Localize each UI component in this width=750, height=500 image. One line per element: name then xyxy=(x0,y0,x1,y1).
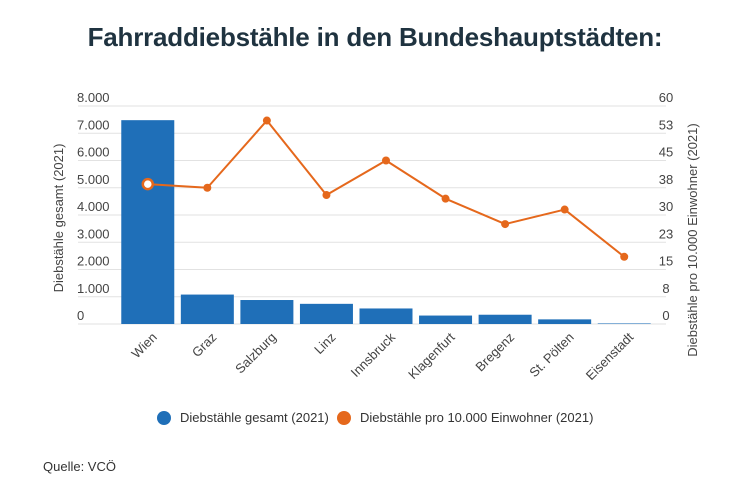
bar-graz xyxy=(180,294,234,324)
right-axis-label: Diebstähle pro 10.000 Einwohner (2021) xyxy=(685,123,700,356)
legend-bar-label: Diebstähle gesamt (2021) xyxy=(180,410,329,425)
right-tick-label: 23 xyxy=(659,226,673,241)
line-point xyxy=(322,191,331,200)
bar-linz xyxy=(299,303,353,324)
x-tick-label: Wien xyxy=(128,330,160,362)
line-point xyxy=(441,194,450,203)
bar-salzburg xyxy=(240,300,294,324)
legend-bar-marker xyxy=(157,411,171,425)
bar-bregenz xyxy=(478,314,532,324)
line-point xyxy=(262,116,271,125)
bar-wien xyxy=(121,120,175,324)
right-tick-label: 0 xyxy=(662,308,669,323)
right-tick-label: 60 xyxy=(659,90,673,105)
left-tick-label: 6.000 xyxy=(77,145,110,160)
legend-line-marker xyxy=(337,411,351,425)
line-point xyxy=(501,220,510,229)
bar-st-p-lten xyxy=(538,319,592,324)
x-tick-label: Klagenfurt xyxy=(405,329,458,382)
x-tick-label: Graz xyxy=(189,330,220,361)
x-tick-label: St. Pölten xyxy=(526,330,576,380)
left-tick-label: 0 xyxy=(77,308,84,323)
line-point xyxy=(382,156,390,165)
line-series xyxy=(141,116,629,261)
right-tick-label: 30 xyxy=(659,199,673,214)
source-note: Quelle: VCÖ xyxy=(43,459,116,474)
left-tick-label: 8.000 xyxy=(77,90,110,105)
left-tick-label: 4.000 xyxy=(77,199,110,214)
left-axis-label: Diebstähle gesamt (2021) xyxy=(51,144,66,293)
x-tick-label: Salzburg xyxy=(232,330,279,377)
bar-series xyxy=(121,120,651,324)
right-tick-label: 15 xyxy=(659,254,673,269)
right-tick-label: 38 xyxy=(659,172,673,187)
legend: Diebstähle gesamt (2021) Diebstähle pro … xyxy=(157,410,593,425)
left-tick-label: 3.000 xyxy=(77,226,110,241)
bar-klagenfurt xyxy=(419,315,473,324)
chart-title: Fahrraddiebstähle in den Bundeshauptstäd… xyxy=(87,22,663,52)
right-tick-label: 8 xyxy=(662,281,669,296)
x-tick-label: Eisenstadt xyxy=(583,329,637,383)
line-path xyxy=(147,119,625,258)
line-point xyxy=(203,183,212,192)
line-point xyxy=(141,177,155,191)
left-tick-label: 2.000 xyxy=(77,254,110,269)
x-tick-label: Linz xyxy=(311,330,338,357)
left-tick-label: 7.000 xyxy=(77,117,110,132)
left-tick-label: 5.000 xyxy=(77,172,110,187)
x-axis-labels: Wien Graz Salzburg Linz Innsbruck Klagenfurt B… xyxy=(128,329,636,383)
gridlines xyxy=(78,105,666,325)
line-point xyxy=(620,252,629,261)
left-axis-ticks: 0 1.000 2.000 3.000 4.000 5.000 6.000 7.000 8.00… xyxy=(77,90,110,323)
legend-line-label: Diebstähle pro 10.000 Einwohner (2021) xyxy=(360,410,593,425)
right-tick-label: 53 xyxy=(659,117,673,132)
bar-innsbruck xyxy=(359,308,413,324)
right-axis-ticks: 0 8 15 23 30 38 45 53 60 xyxy=(659,90,673,323)
right-tick-label: 45 xyxy=(659,145,673,160)
line-point xyxy=(560,205,569,214)
x-tick-label: Innsbruck xyxy=(348,329,399,380)
left-tick-label: 1.000 xyxy=(77,281,110,296)
x-tick-label: Bregenz xyxy=(472,330,517,375)
bar-eisenstadt xyxy=(597,323,651,324)
